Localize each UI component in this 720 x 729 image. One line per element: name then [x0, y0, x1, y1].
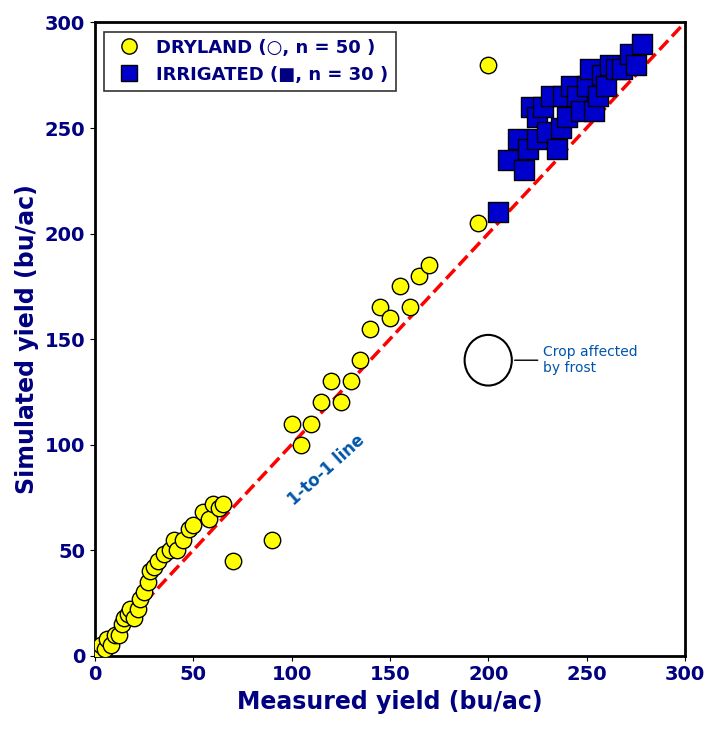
Point	[630, 59, 642, 71]
Point	[472, 217, 484, 229]
Point	[413, 270, 425, 281]
Point	[596, 69, 608, 81]
Point	[113, 629, 125, 641]
Point	[585, 63, 596, 75]
Point	[522, 144, 534, 155]
Point	[581, 80, 593, 92]
Point	[158, 549, 169, 561]
Point	[135, 593, 146, 604]
Point	[93, 646, 104, 658]
Point	[296, 439, 307, 451]
Point	[187, 519, 199, 531]
Text: Crop affected
by frost: Crop affected by frost	[515, 345, 638, 375]
Point	[305, 418, 317, 429]
Point	[132, 604, 144, 615]
Point	[531, 112, 543, 123]
Point	[345, 375, 356, 387]
Point	[266, 534, 278, 545]
Point	[636, 38, 647, 50]
Point	[128, 612, 140, 623]
Point	[538, 101, 549, 113]
Point	[227, 555, 238, 566]
Point	[172, 545, 184, 556]
Point	[101, 633, 112, 644]
Point	[99, 644, 110, 655]
Point	[315, 397, 327, 408]
Point	[482, 59, 494, 71]
Point	[575, 105, 586, 117]
Y-axis label: Simulated yield (bu/ac): Simulated yield (bu/ac)	[15, 184, 39, 494]
Point	[364, 323, 376, 335]
Point	[384, 312, 396, 324]
Point	[355, 354, 366, 366]
Point	[325, 375, 337, 387]
Point	[604, 59, 616, 71]
Point	[600, 80, 612, 92]
Point	[109, 629, 120, 641]
Point	[541, 126, 553, 138]
Point	[545, 90, 557, 102]
Point	[611, 63, 622, 75]
Point	[404, 302, 415, 313]
Point	[589, 105, 600, 117]
Point	[203, 512, 215, 524]
Point	[557, 90, 569, 102]
Point	[552, 144, 563, 155]
Point	[164, 545, 176, 556]
Point	[197, 507, 209, 518]
Point	[526, 101, 537, 113]
Point	[565, 80, 577, 92]
Point	[555, 122, 567, 134]
Point	[122, 608, 134, 620]
Point	[217, 498, 228, 510]
Point	[184, 523, 195, 535]
X-axis label: Measured yield (bu/ac): Measured yield (bu/ac)	[237, 690, 543, 714]
Point	[335, 397, 346, 408]
Point	[143, 576, 154, 588]
Point	[616, 63, 628, 75]
Point	[286, 418, 297, 429]
Point	[423, 260, 435, 271]
Point	[213, 502, 225, 514]
Point	[374, 302, 386, 313]
Legend: DRYLAND (○, n = 50 ), IRRIGATED (■, n = 30 ): DRYLAND (○, n = 50 ), IRRIGATED (■, n = …	[104, 31, 395, 91]
Point	[95, 639, 107, 651]
Point	[492, 206, 504, 218]
Point	[624, 48, 636, 60]
Point	[531, 133, 543, 144]
Point	[571, 90, 582, 102]
Point	[144, 566, 156, 577]
Point	[125, 604, 136, 615]
Point	[117, 618, 128, 630]
Point	[178, 534, 189, 545]
Point	[593, 90, 604, 102]
Point	[561, 112, 572, 123]
Point	[105, 639, 117, 651]
Point	[518, 165, 529, 176]
Point	[207, 498, 219, 510]
Point	[148, 561, 160, 573]
Point	[502, 154, 513, 165]
Point	[394, 281, 405, 292]
Text: 1-to-1 line: 1-to-1 line	[285, 431, 369, 509]
Point	[168, 534, 179, 545]
Point	[152, 555, 163, 566]
Point	[138, 587, 150, 599]
Point	[512, 133, 523, 144]
Point	[119, 612, 130, 623]
